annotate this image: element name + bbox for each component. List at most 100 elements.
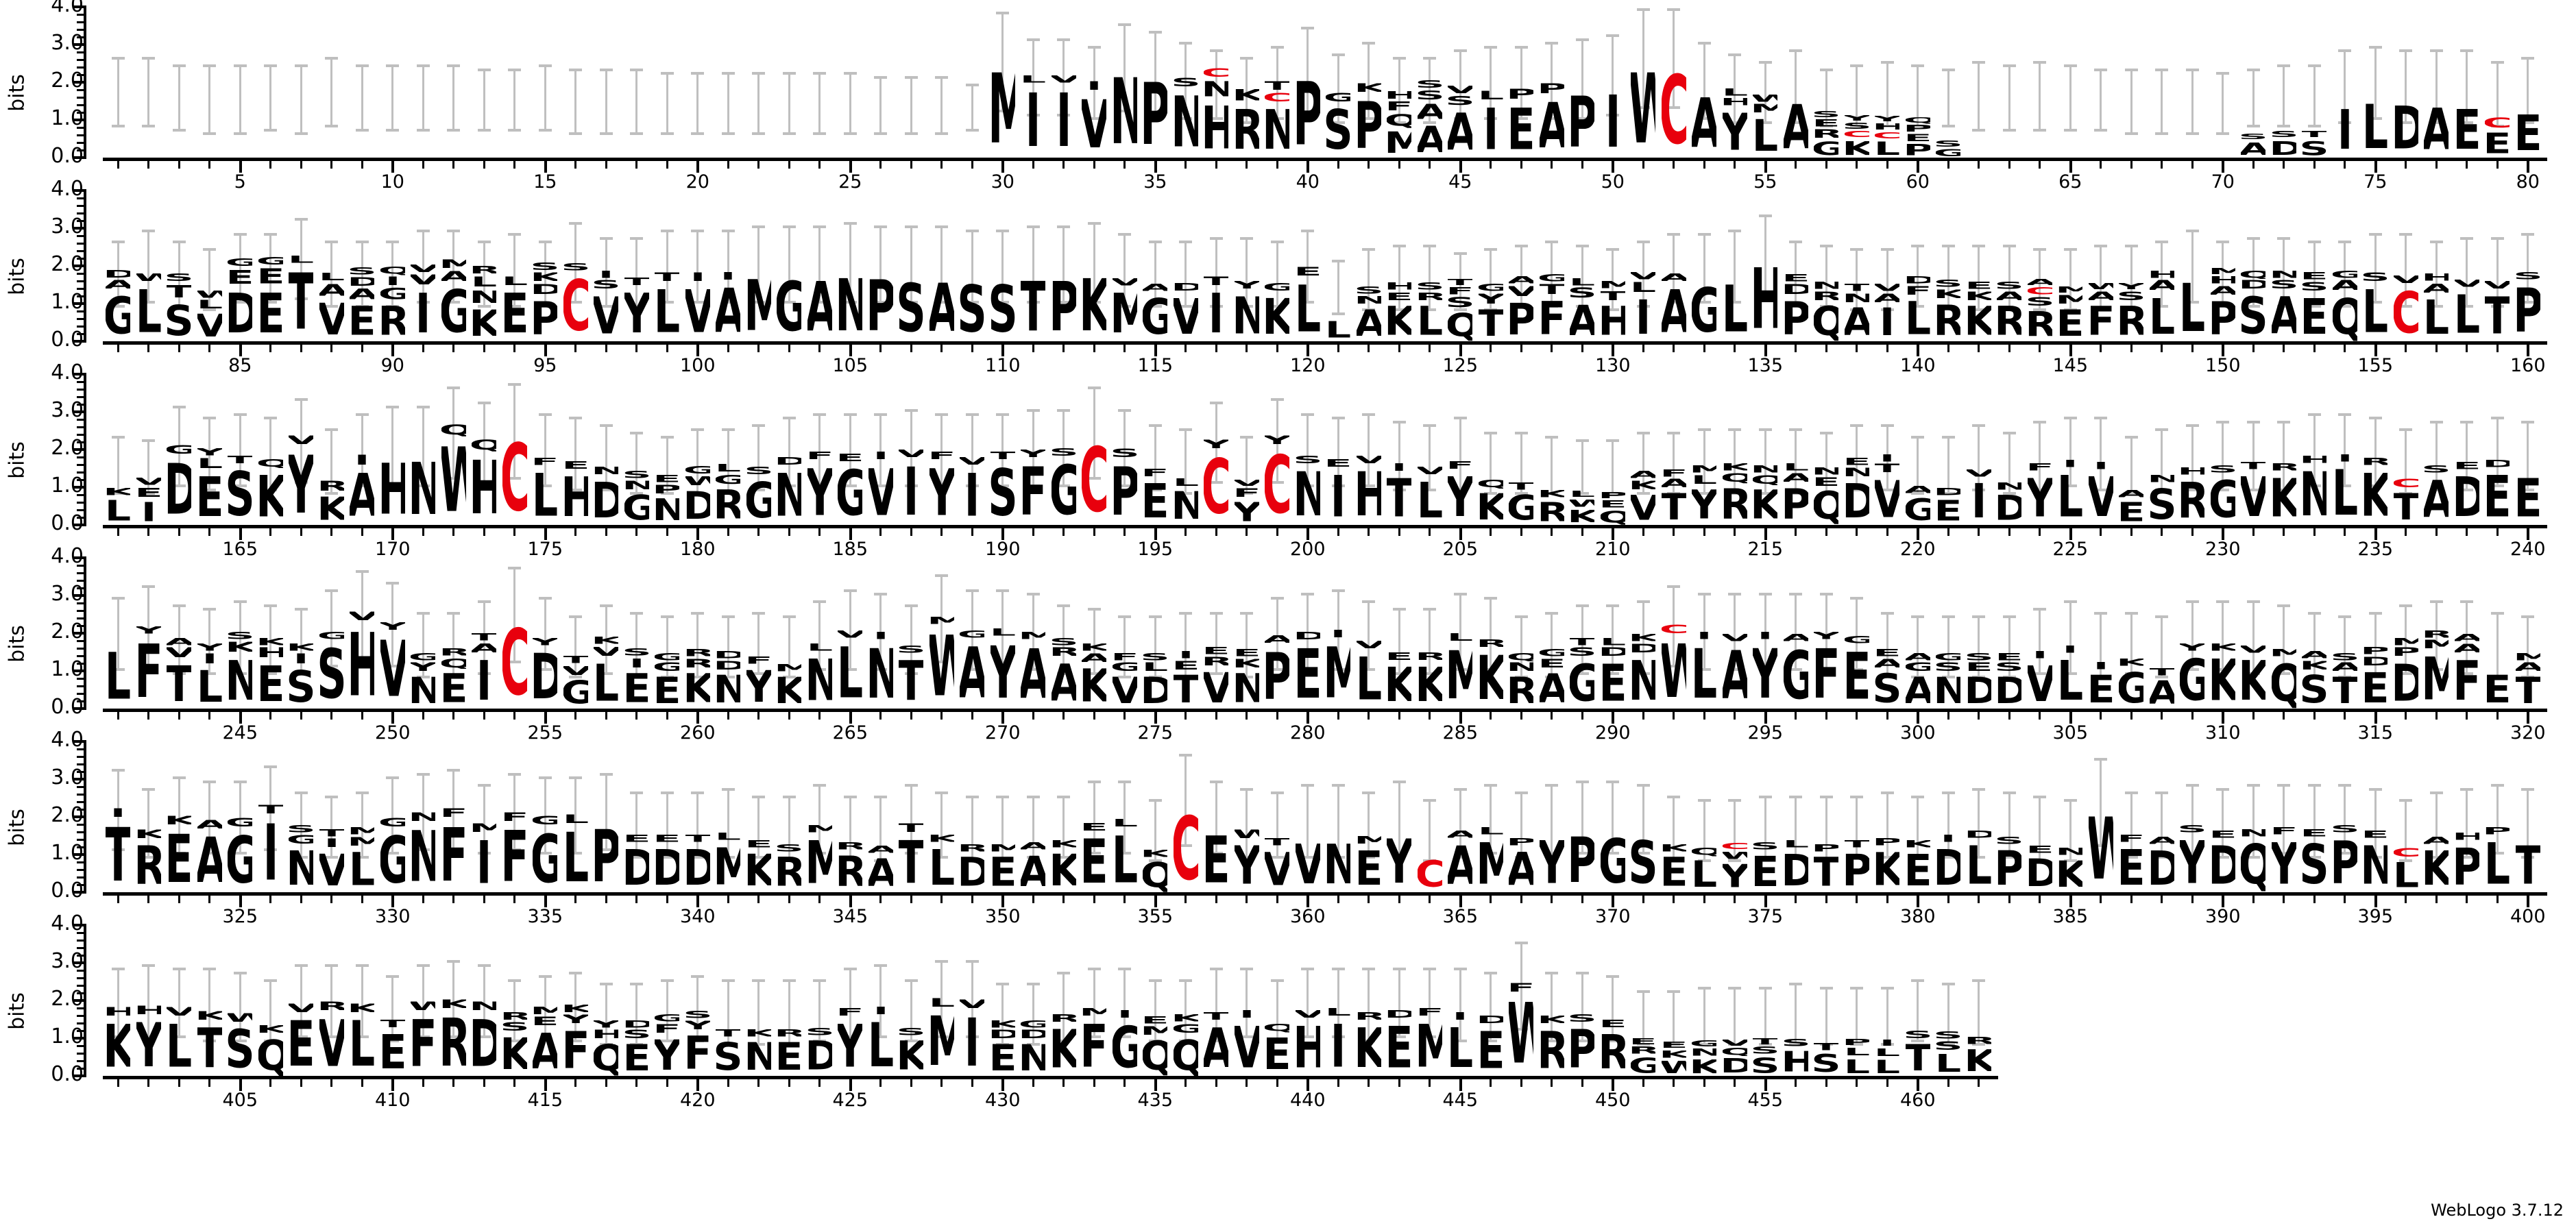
logo-stack[interactable]: P	[1143, 73, 1167, 158]
logo-stack[interactable]: RRK	[685, 648, 710, 709]
logo-stack[interactable]: V	[1296, 837, 1320, 892]
logo-stack[interactable]	[167, 154, 191, 158]
logo-stack[interactable]: E	[2516, 109, 2540, 158]
logo-stack[interactable]: SKR	[1936, 279, 1960, 341]
logo-stack[interactable]: SDAE	[350, 267, 374, 341]
logo-stack[interactable]: IV	[1235, 1009, 1259, 1076]
logo-stack[interactable]: KR	[136, 828, 161, 893]
logo-stack[interactable]: LHY	[1723, 88, 1747, 158]
logo-stack[interactable]: AAF	[2455, 633, 2479, 709]
logo-stack[interactable]: GED	[228, 257, 252, 341]
logo-stack[interactable]: AA	[1021, 842, 1045, 892]
logo-stack[interactable]	[929, 154, 954, 158]
logo-stack[interactable]: SG	[746, 465, 771, 525]
logo-stack[interactable]: ME	[1357, 835, 1381, 892]
logo-stack[interactable]: KE	[1662, 844, 1686, 893]
logo-stack[interactable]: GS	[319, 631, 344, 709]
logo-stack[interactable]: RK	[2363, 457, 2387, 525]
logo-stack[interactable]: SAR	[1997, 281, 2021, 341]
logo-stack[interactable]	[777, 154, 801, 158]
logo-stack[interactable]: NK	[2058, 847, 2082, 892]
logo-stack[interactable]: EPN	[655, 474, 679, 525]
logo-stack[interactable]: SSL	[1936, 1031, 1960, 1076]
logo-stack[interactable]: KE	[167, 815, 191, 892]
logo-stack[interactable]: RLNK	[472, 265, 496, 341]
logo-stack[interactable]: VT	[2485, 280, 2510, 341]
logo-stack[interactable]: SG	[1936, 140, 1960, 158]
logo-stack[interactable]: N	[838, 270, 862, 342]
logo-stack[interactable]	[2150, 154, 2174, 158]
logo-stack[interactable]: FAT	[1662, 469, 1686, 526]
logo-stack[interactable]: GNK	[1692, 1040, 1716, 1076]
logo-stack[interactable]: HFQM	[1387, 90, 1411, 158]
logo-stack[interactable]: EDP	[1784, 273, 1808, 341]
logo-stack[interactable]: L	[1326, 319, 1350, 341]
logo-stack[interactable]: KP	[1357, 82, 1381, 158]
logo-stack[interactable]: YSCK	[1845, 114, 1869, 158]
logo-stack[interactable]: RR	[838, 842, 862, 892]
logo-stack[interactable]: DDN	[716, 650, 740, 709]
logo-stack[interactable]: QDS	[2241, 270, 2265, 342]
logo-stack[interactable]: FY	[929, 450, 954, 525]
logo-stack[interactable]: EN	[2363, 830, 2387, 892]
logo-stack[interactable]: KQ	[258, 1024, 283, 1076]
logo-stack[interactable]: YD	[533, 637, 557, 709]
logo-stack[interactable]: SR	[777, 844, 801, 893]
logo-stack[interactable]: SP	[1997, 836, 2021, 893]
logo-stack[interactable]: GG	[533, 815, 557, 892]
logo-stack[interactable]: WLV	[197, 290, 222, 341]
logo-stack[interactable]: FY	[2028, 463, 2052, 525]
logo-stack[interactable]: SRA	[1052, 637, 1076, 709]
logo-stack[interactable]: E	[2485, 650, 2510, 709]
logo-stack[interactable]: YF	[136, 626, 161, 709]
logo-stack[interactable]: EI	[1326, 458, 1350, 525]
logo-stack[interactable]: AA	[868, 845, 893, 892]
logo-stack[interactable]: GSN	[1936, 652, 1960, 709]
logo-stack[interactable]: IT	[1387, 462, 1411, 525]
logo-stack[interactable]: IE	[2089, 661, 2113, 709]
logo-stack[interactable]: VI	[960, 456, 984, 525]
logo-stack[interactable]: KAK	[1082, 643, 1106, 709]
logo-stack[interactable]: C	[1174, 806, 1198, 893]
logo-stack[interactable]: DFL	[1906, 275, 1930, 341]
logo-stack[interactable]: ST	[899, 645, 923, 709]
logo-stack[interactable]: LM	[1479, 826, 1503, 892]
logo-stack[interactable]: GGE	[655, 652, 679, 709]
logo-stack[interactable]: WL	[136, 272, 161, 341]
logo-stack[interactable]: PEQ	[1601, 491, 1625, 525]
logo-stack[interactable]: GS	[1326, 92, 1350, 158]
logo-stack[interactable]	[380, 154, 405, 158]
logo-stack[interactable]: WML	[1753, 94, 1777, 158]
logo-stack[interactable]: SK	[899, 1027, 923, 1077]
logo-stack[interactable]: GEE	[258, 256, 283, 341]
logo-stack[interactable]: ES	[2302, 828, 2326, 893]
logo-stack[interactable]: E	[2516, 472, 2540, 525]
logo-stack[interactable]: SY	[2180, 824, 2204, 892]
logo-stack[interactable]: YIL	[197, 643, 222, 709]
logo-stack[interactable]: KL	[350, 1003, 374, 1076]
logo-stack[interactable]: YG	[2180, 643, 2204, 709]
logo-stack[interactable]: LY	[991, 628, 1015, 709]
logo-stack[interactable]: TAI	[472, 633, 496, 709]
logo-stack[interactable]: RMM	[2424, 630, 2449, 709]
logo-stack[interactable]: GG	[380, 817, 405, 892]
logo-stack[interactable]: MEA	[533, 1005, 557, 1076]
logo-stack[interactable]: SD	[2272, 130, 2296, 158]
logo-stack[interactable]: LM	[929, 997, 954, 1077]
logo-stack[interactable]: MHAP	[2211, 267, 2235, 341]
logo-stack[interactable]: KL	[929, 834, 954, 892]
logo-stack[interactable]: LSA	[1570, 278, 1594, 342]
logo-stack[interactable]: KR	[1235, 88, 1259, 158]
logo-stack[interactable]: FM	[1418, 1007, 1442, 1076]
logo-stack[interactable]: H	[1753, 258, 1777, 341]
logo-stack[interactable]: KE	[1906, 839, 1930, 892]
logo-stack[interactable]: EKN	[1235, 648, 1259, 709]
logo-stack[interactable]: P	[1296, 71, 1320, 158]
logo-stack[interactable]: SG	[1052, 447, 1076, 525]
logo-stack[interactable]: DV	[1174, 282, 1198, 341]
logo-stack[interactable]: NQ	[2241, 828, 2265, 893]
logo-stack[interactable]: AA	[197, 819, 222, 892]
logo-stack[interactable]: VH	[350, 611, 374, 709]
logo-stack[interactable]: YHCL	[1875, 115, 1899, 158]
